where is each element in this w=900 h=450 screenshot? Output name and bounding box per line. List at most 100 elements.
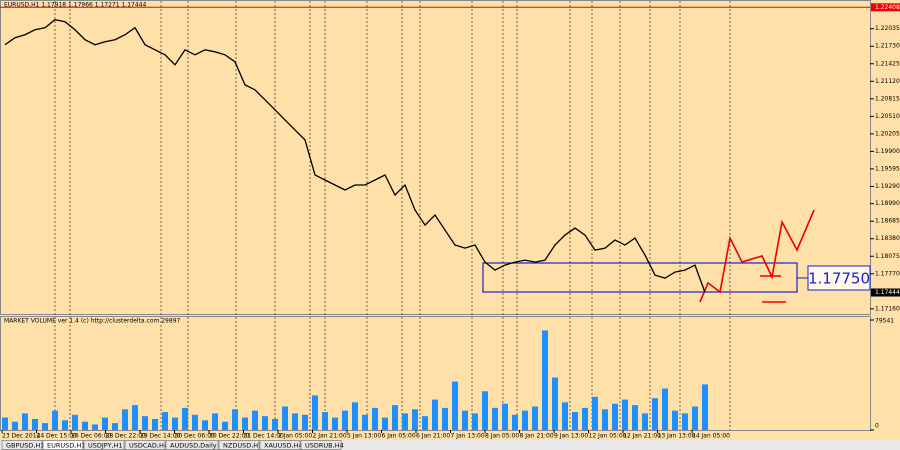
annotation: 1.17750: [808, 270, 870, 288]
volume-bar: [282, 406, 288, 430]
volume-bar: [172, 417, 178, 430]
volume-bar: [272, 418, 278, 430]
chart-header: EURUSD,H1 1.17918 1.17966 1.17271 1.1744…: [4, 2, 146, 9]
y-tick-label: 1.17160: [875, 305, 900, 312]
volume-bar: [362, 414, 368, 430]
y-tick-label: 1.20510: [875, 113, 900, 120]
x-tick-label: 9 Jan 13:00: [554, 433, 588, 440]
volume-bar: [82, 421, 88, 430]
price-line: [4, 19, 706, 293]
volume-bar: [482, 391, 488, 430]
volume-bar: [62, 420, 68, 430]
y-tick-label: 1.19900: [875, 148, 900, 155]
volume-bar: [512, 414, 518, 430]
volume-panel: [0, 316, 871, 431]
volume-bar: [212, 413, 218, 430]
volume-bar: [682, 413, 688, 430]
y-tick-label: 1.22035: [875, 25, 900, 32]
x-tick-label: 29 Dec 14:00: [140, 433, 181, 440]
tab-label: USDRUB,H4: [305, 442, 344, 450]
volume-bar: [552, 377, 558, 430]
price-label-bg: [871, 288, 900, 297]
volume-bar: [42, 423, 48, 430]
volume-bar: [222, 421, 228, 430]
y-tick-label: 1.19290: [875, 183, 900, 190]
y-tick-label: 1.19595: [875, 165, 900, 172]
x-tick-label: 23 Dec 2014: [2, 433, 41, 440]
level-label: 1.22408: [875, 4, 900, 11]
volume-bar: [662, 388, 668, 430]
volume-bar: [652, 398, 658, 430]
volume-bar: [442, 407, 448, 430]
y-tick-label: 1.18685: [875, 218, 900, 225]
volume-bar: [562, 402, 568, 430]
volume-bar: [352, 402, 358, 430]
volume-bar: [392, 405, 398, 430]
x-tick-label: 6 Jan 05:00: [382, 433, 416, 440]
annotation-box: [807, 265, 871, 291]
volume-bar: [302, 414, 308, 430]
volume-bar: [232, 409, 238, 430]
tab-label: XAUUSD,H4: [264, 442, 303, 450]
volume-bar: [452, 381, 458, 430]
x-tick-label: 13 Jan 13:00: [658, 433, 696, 440]
volume-bar: [332, 417, 338, 430]
x-tick-label: 31 Dec 14:00: [244, 433, 285, 440]
tab-label: USDJPY,H1: [88, 442, 123, 450]
volume-bar: [622, 399, 628, 430]
x-tick-label: 8 Jan 21:00: [520, 433, 554, 440]
volume-bar: [152, 418, 158, 430]
volume-bar: [412, 409, 418, 430]
volume-bar: [502, 403, 508, 430]
period-separators: [54, 1, 731, 430]
volume-bar: [342, 410, 348, 430]
volume-bar: [582, 407, 588, 430]
volume-bar: [372, 407, 378, 430]
price-panel: [0, 0, 871, 315]
x-tick-label: 14 Jan 05:00: [692, 433, 730, 440]
y-tick-label: 1.20815: [875, 95, 900, 102]
x-tick-label: 2 Jan 21:00: [313, 433, 347, 440]
volume-bar: [102, 417, 108, 430]
volume-bar: [162, 412, 168, 430]
x-tick-label: 12 Jan 05:00: [589, 433, 627, 440]
y-tick-label: 1.18075: [875, 253, 900, 260]
volume-bar: [12, 421, 18, 430]
volume-title: MARKET VOLUME ver 1.4 (c) http://cluster…: [4, 318, 181, 325]
y-tick-label: 1.21120: [875, 78, 900, 85]
volume-bar: [252, 410, 258, 430]
volume-bar: [112, 423, 118, 430]
x-tick-label: 12 Jan 21:00: [623, 433, 661, 440]
volume-bar: [92, 424, 98, 430]
volume-bar: [122, 409, 128, 430]
volume-bar: [22, 413, 28, 430]
volume-bar: [262, 416, 268, 430]
volume-bar: [522, 410, 528, 430]
volume-bar: [72, 414, 78, 430]
y-tick-label: 1.18990: [875, 200, 900, 207]
y-tick-label: 1.21425: [875, 60, 900, 67]
x-tick-label: 7 Jan 13:00: [451, 433, 485, 440]
volume-bar: [382, 417, 388, 430]
volume-bar: [702, 384, 708, 430]
volume-bar: [192, 414, 198, 430]
x-tick-label: 24 Dec 15:00: [37, 433, 78, 440]
x-tick-label: 6 Jan 21:00: [416, 433, 450, 440]
y-tick-label: 0: [875, 423, 879, 430]
price-label: 1.17444: [875, 289, 900, 296]
volume-bar: [672, 410, 678, 430]
volume-bar: [612, 403, 618, 430]
y-tick-label: 1.21730: [875, 43, 900, 50]
volume-bar: [602, 409, 608, 430]
volume-bar: [432, 399, 438, 430]
volume-bar: [182, 407, 188, 430]
forecast-arrows: [699, 209, 815, 303]
volume-bar: [462, 410, 468, 430]
volume-bar: [402, 413, 408, 430]
tab-label: AUDUSD,Daily: [170, 442, 217, 450]
x-tick-label: 30 Dec 22:00: [209, 433, 250, 440]
volume-bar: [472, 413, 478, 430]
volume-bar: [542, 330, 548, 430]
